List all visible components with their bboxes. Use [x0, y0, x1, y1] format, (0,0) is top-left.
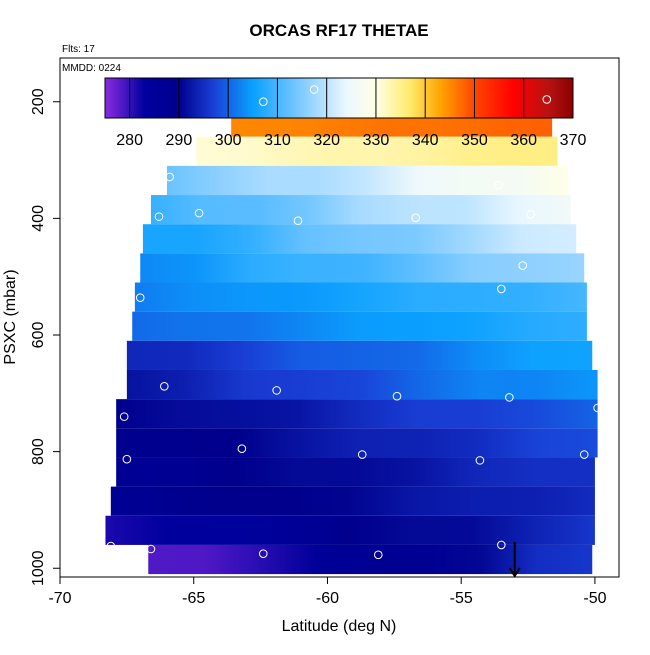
colorbar-tick-label: 310: [264, 132, 291, 149]
heatmap-band: [196, 136, 558, 166]
data-point: [272, 386, 281, 395]
data-point: [160, 382, 169, 391]
colorbar-tick-label: 300: [215, 132, 242, 149]
heatmap-band: [166, 165, 569, 196]
heatmap-band: [126, 340, 593, 370]
data-point: [411, 213, 421, 223]
flights-annotation: Flts: 17: [62, 44, 95, 55]
data-point: [122, 454, 132, 464]
data-point: [392, 391, 402, 401]
data-point: [154, 212, 164, 221]
data-point: [357, 450, 367, 459]
data-point: [119, 412, 129, 421]
x-tick-label: -65: [182, 590, 205, 607]
data-point: [146, 544, 156, 554]
x-tick-label: -55: [450, 590, 473, 607]
y-tick-label: 1000: [30, 550, 47, 586]
colorbar-tick-label: 360: [510, 132, 537, 149]
y-axis-label: PSXC (mbar): [2, 269, 19, 364]
colorbar-tick-label: 370: [560, 132, 587, 149]
data-point: [593, 546, 602, 556]
y-tick-label: 200: [30, 88, 47, 115]
plot-frame: [59, 57, 620, 578]
x-tick-label: -50: [583, 590, 606, 607]
data-point: [579, 450, 589, 459]
heatmap-band: [150, 195, 571, 225]
colorbar-fill: [105, 78, 573, 118]
x-axis-label: Latitude (deg N): [282, 618, 397, 635]
heatmap-band: [142, 224, 577, 254]
data-point: [194, 208, 204, 218]
colorbar-tick-label: 290: [166, 132, 193, 149]
heatmap-band: [116, 457, 595, 487]
data-point: [135, 293, 145, 302]
heatmap-layer: [105, 78, 598, 575]
data-point: [494, 180, 503, 190]
heatmap-band: [148, 544, 593, 575]
heatmap-band: [126, 369, 598, 400]
heatmap-band: [134, 282, 587, 312]
x-tick-label: -60: [316, 590, 339, 607]
colorbar-tick-label: 280: [116, 132, 143, 149]
data-point: [373, 550, 383, 560]
heatmap-band: [110, 486, 595, 516]
data-point: [258, 549, 268, 558]
data-point: [237, 444, 247, 454]
chart-title: ORCAS RF17 THETAE: [249, 21, 428, 40]
data-point: [293, 216, 303, 225]
colorbar-tick-label: 320: [313, 132, 340, 149]
y-tick-label: 600: [30, 322, 47, 349]
data-point: [542, 95, 552, 104]
colorbar-tick-label: 350: [461, 132, 488, 149]
data-point: [165, 172, 174, 182]
axes: -70 -65 -60 -55 -50 200 400 600 800 1000: [30, 88, 607, 607]
data-point: [475, 456, 485, 465]
y-tick-label: 800: [30, 438, 47, 465]
colorbar: 280 290 300 310 320 330 340 350 360 370: [104, 77, 587, 149]
heatmap-band: [140, 253, 585, 283]
data-point: [309, 85, 319, 94]
x-tick-label: -70: [48, 590, 71, 607]
heatmap-band: [105, 515, 595, 545]
data-point: [505, 393, 514, 402]
heatmap-band: [132, 311, 587, 341]
data-point: [497, 540, 506, 550]
y-tick-label: 400: [30, 205, 47, 232]
data-point: [258, 97, 268, 107]
colorbar-tick-label: 340: [412, 132, 439, 149]
heatmap-band: [116, 399, 598, 429]
data-point: [518, 261, 528, 270]
data-point: [106, 541, 116, 551]
position-arrow-head: [508, 567, 521, 578]
data-point: [497, 284, 506, 294]
data-point: [593, 403, 602, 413]
heatmap-band: [116, 428, 598, 458]
date-annotation: MMDD: 0224: [62, 63, 121, 74]
colorbar-tick-label: 330: [363, 132, 390, 149]
points-layer: [106, 85, 602, 578]
data-point: [526, 209, 536, 219]
